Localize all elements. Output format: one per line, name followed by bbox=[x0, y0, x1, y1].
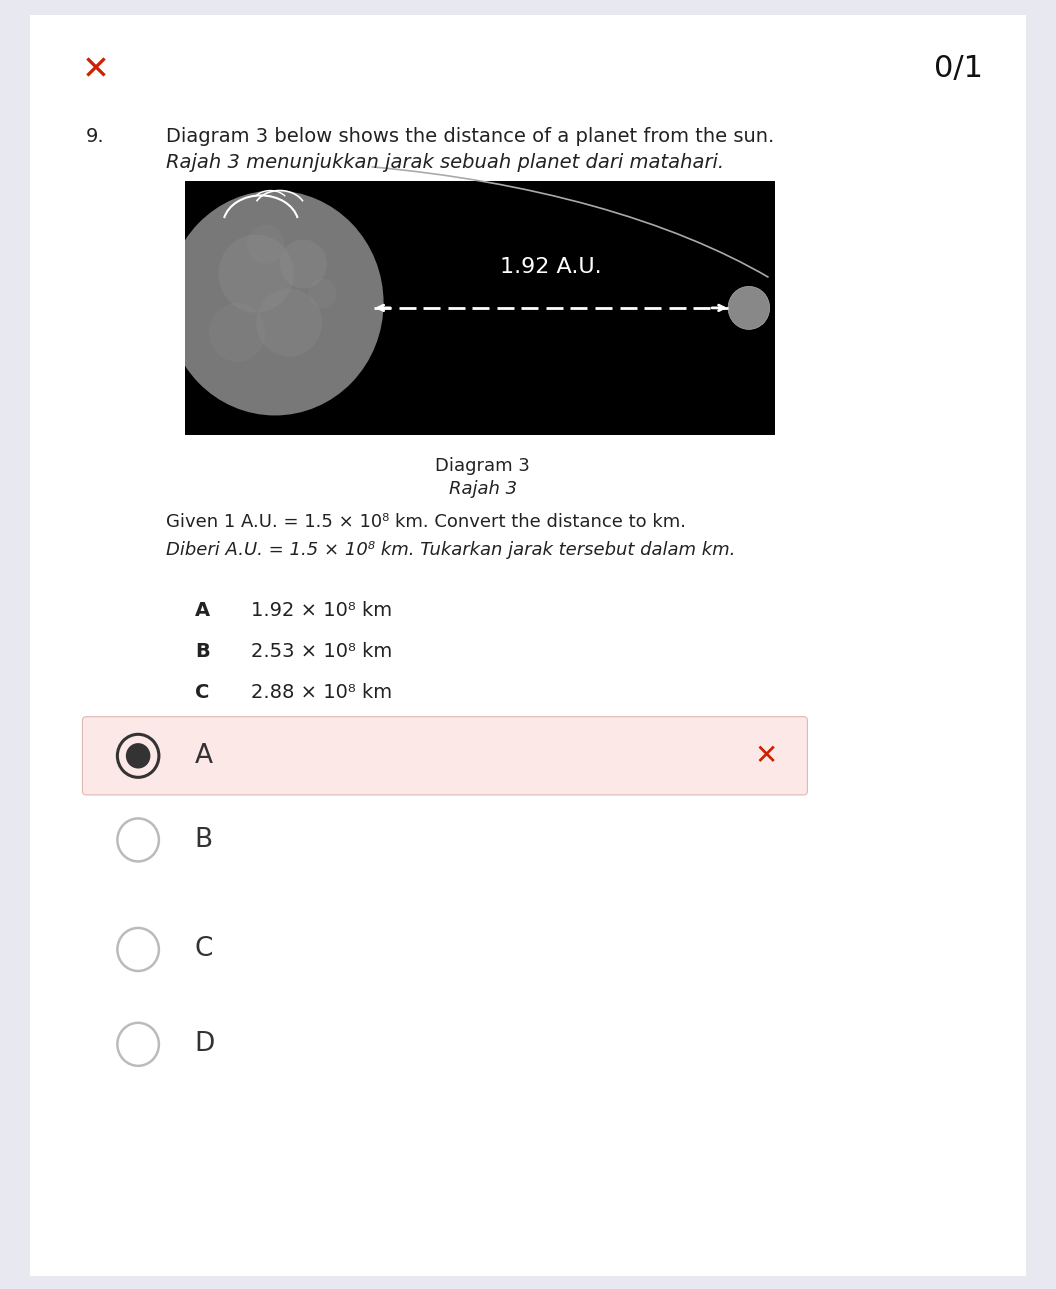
Text: 9.: 9. bbox=[87, 126, 105, 146]
FancyBboxPatch shape bbox=[82, 717, 808, 795]
Text: ✕: ✕ bbox=[81, 54, 110, 86]
Text: Rajah 3 menunjukkan jarak sebuah planet dari matahari.: Rajah 3 menunjukkan jarak sebuah planet … bbox=[167, 153, 724, 173]
Circle shape bbox=[729, 286, 770, 330]
Text: Rajah 3: Rajah 3 bbox=[449, 480, 516, 498]
Circle shape bbox=[280, 240, 327, 289]
Text: B: B bbox=[194, 642, 209, 661]
FancyBboxPatch shape bbox=[186, 180, 775, 434]
FancyBboxPatch shape bbox=[30, 15, 1026, 1276]
Text: B: B bbox=[194, 828, 213, 853]
Text: D: D bbox=[194, 724, 211, 744]
Text: D: D bbox=[194, 1031, 215, 1057]
Text: C: C bbox=[194, 936, 213, 963]
Circle shape bbox=[167, 191, 383, 415]
Circle shape bbox=[209, 303, 265, 362]
Circle shape bbox=[219, 235, 294, 313]
Text: 1.92 A.U.: 1.92 A.U. bbox=[501, 257, 602, 277]
Text: C: C bbox=[194, 683, 209, 703]
Text: 1.92 × 10⁸ km: 1.92 × 10⁸ km bbox=[251, 601, 393, 620]
Text: 0/1: 0/1 bbox=[934, 54, 983, 82]
Text: ✕: ✕ bbox=[754, 741, 777, 770]
Text: 3.25 × 10⁸ km: 3.25 × 10⁸ km bbox=[251, 724, 393, 744]
Text: A: A bbox=[194, 601, 210, 620]
Text: 2.53 × 10⁸ km: 2.53 × 10⁸ km bbox=[251, 642, 393, 661]
Circle shape bbox=[257, 289, 322, 357]
Text: Diagram 3: Diagram 3 bbox=[435, 456, 530, 474]
Circle shape bbox=[308, 278, 337, 308]
Text: Given 1 A.U. = 1.5 × 10⁸ km. Convert the distance to km.: Given 1 A.U. = 1.5 × 10⁸ km. Convert the… bbox=[167, 513, 686, 531]
Circle shape bbox=[247, 224, 284, 264]
Text: Diagram 3 below shows the distance of a planet from the sun.: Diagram 3 below shows the distance of a … bbox=[167, 126, 775, 146]
Text: A: A bbox=[194, 742, 212, 768]
Circle shape bbox=[126, 742, 150, 768]
Text: Diberi A.U. = 1.5 × 10⁸ km. Tukarkan jarak tersebut dalam km.: Diberi A.U. = 1.5 × 10⁸ km. Tukarkan jar… bbox=[167, 540, 736, 558]
Text: 2.88 × 10⁸ km: 2.88 × 10⁸ km bbox=[251, 683, 393, 703]
